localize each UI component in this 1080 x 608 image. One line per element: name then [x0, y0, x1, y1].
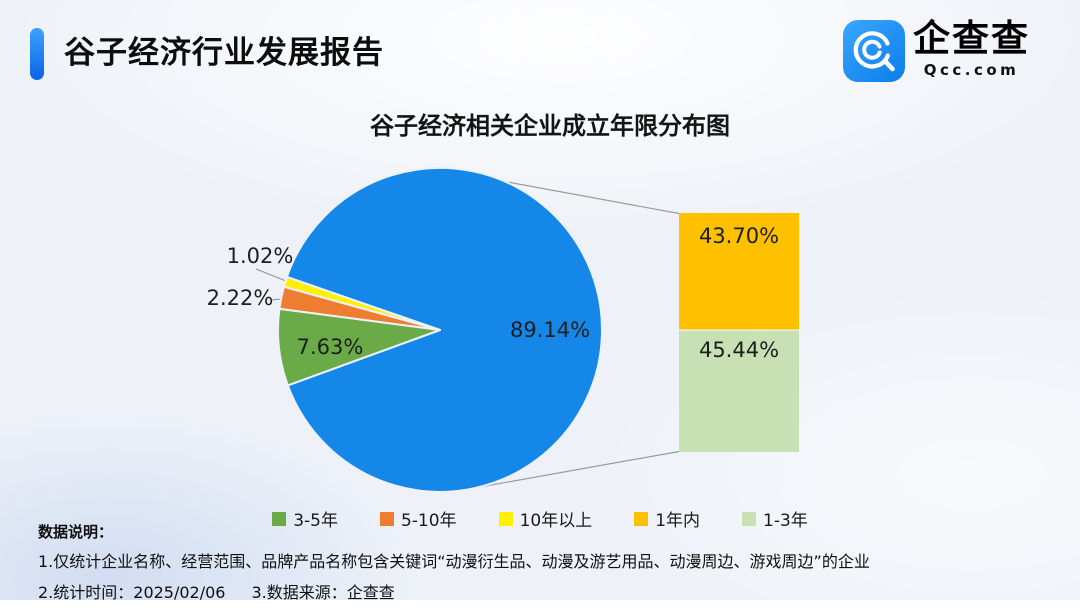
legend-item-10y-plus: 10年以上 — [498, 506, 593, 531]
legend-item-1-3y: 1-3年 — [742, 506, 808, 531]
footnote-line1: 1.仅统计企业名称、经营范围、品牌产品名称包含关键词“动漫衍生品、动漫及游艺用品… — [38, 552, 870, 571]
qcc-logo-icon — [843, 20, 905, 82]
pie-label-5-10y: 2.22% — [206, 286, 274, 310]
legend-label-3-5y: 3-5年 — [293, 511, 338, 531]
footnote-heading: 数据说明： — [38, 523, 114, 541]
legend: 3-5年 5-10年 10年以上 1年内 1-3年 — [0, 506, 1080, 531]
report-title: 谷子经济行业发展报告 — [64, 35, 384, 71]
pie-label-10y-plus: 1.02% — [226, 244, 294, 268]
chart-title: 谷子经济相关企业成立年限分布图 — [370, 112, 730, 140]
legend-item-5-10y: 5-10年 — [379, 506, 457, 531]
callout-line-bottom — [479, 450, 680, 488]
footnote-data-source: 3.数据来源：企查查 — [251, 583, 395, 602]
breakdown-bar — [679, 213, 799, 452]
bar-segment-1-3y — [679, 330, 799, 452]
title-accent-bar — [30, 28, 44, 80]
legend-swatch-5-10y — [379, 511, 394, 526]
qcc-logo-name: 企查查 — [913, 17, 1030, 60]
bar-segment-1y — [679, 213, 799, 330]
bottom-strip — [0, 600, 1080, 608]
legend-label-5-10y: 5-10年 — [400, 511, 457, 531]
legend-swatch-1y — [634, 511, 649, 526]
footnote-stat-time: 2.统计时间：2025/02/06 — [38, 583, 226, 602]
legend-swatch-1-3y — [742, 511, 757, 526]
legend-swatch-3-5y — [272, 511, 287, 526]
callout-line-top — [479, 176, 680, 215]
qcc-logo-domain: Qcc.com — [923, 60, 1020, 79]
pie-label-other: 89.14% — [509, 318, 591, 342]
legend-item-3-5y: 3-5年 — [272, 506, 338, 531]
pie-slice-other — [285, 166, 603, 493]
bar-label-1-3y: 45.44% — [698, 338, 780, 362]
legend-label-10y-plus: 10年以上 — [519, 511, 593, 531]
qcc-logo: 企查查 Qcc.com — [843, 17, 1030, 82]
magnifier-icon — [853, 31, 895, 72]
legend-label-1y: 1年内 — [655, 511, 701, 531]
leader-line-10y-plus — [255, 268, 287, 282]
legend-label-1-3y: 1-3年 — [763, 511, 808, 531]
pie-slice-3-5y — [277, 307, 441, 387]
legend-item-1y: 1年内 — [634, 506, 700, 531]
pie-label-3-5y: 7.63% — [296, 335, 364, 359]
legend-swatch-10y-plus — [498, 511, 513, 526]
bar-label-1y: 43.70% — [698, 224, 780, 248]
footnote-line2: 2.统计时间：2025/02/06 3.数据来源：企查查 — [38, 579, 395, 603]
pie — [277, 166, 603, 493]
